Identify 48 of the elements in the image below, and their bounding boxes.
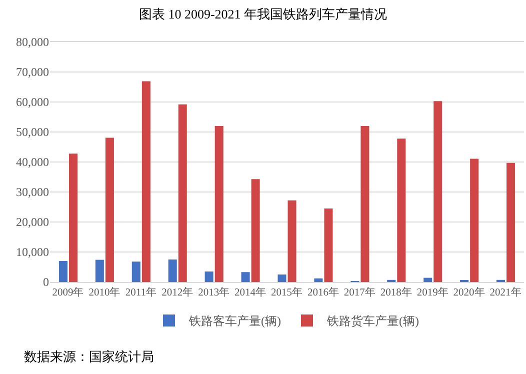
bar bbox=[314, 278, 323, 282]
bar bbox=[168, 260, 177, 282]
bar bbox=[95, 260, 104, 282]
x-tick-label: 2021年 bbox=[490, 286, 522, 299]
x-tick-label: 2019年 bbox=[416, 286, 449, 299]
bar bbox=[105, 138, 114, 282]
bar bbox=[470, 158, 479, 282]
x-tick-label: 2015年 bbox=[271, 286, 303, 299]
bar bbox=[397, 138, 406, 282]
bar bbox=[204, 272, 214, 282]
x-tick-label: 2009年 bbox=[52, 286, 84, 299]
bar bbox=[506, 162, 516, 282]
chart-title: 图表 10 2009-2021 年我国铁路列车产量情况 bbox=[138, 6, 388, 22]
legend-label: 铁路货车产量(辆) bbox=[326, 314, 419, 328]
y-tick-label: 80,000 bbox=[16, 35, 49, 50]
bar bbox=[142, 81, 150, 282]
bar bbox=[251, 179, 260, 282]
bar bbox=[132, 262, 140, 282]
y-tick-label: 30,000 bbox=[16, 185, 49, 200]
y-tick-label: 70,000 bbox=[16, 65, 49, 80]
x-tick-label: 2013年 bbox=[198, 286, 230, 299]
x-tick-label: 2014年 bbox=[234, 286, 267, 299]
bar bbox=[214, 126, 224, 282]
bar bbox=[278, 274, 286, 282]
source-note: 数据来源：国家统计局 bbox=[24, 349, 154, 364]
x-tick-label: 2010年 bbox=[88, 286, 121, 299]
x-tick-label: 2012年 bbox=[162, 286, 194, 299]
y-tick-label: 60,000 bbox=[16, 95, 49, 110]
bar bbox=[68, 154, 78, 282]
y-tick-label: 20,000 bbox=[16, 215, 49, 230]
bar bbox=[324, 208, 333, 282]
x-tick-label: 2017年 bbox=[344, 286, 376, 299]
bar bbox=[178, 104, 187, 282]
y-tick-label: 0 bbox=[43, 275, 49, 290]
y-tick-label: 10,000 bbox=[16, 245, 49, 260]
bar bbox=[360, 126, 370, 282]
bar bbox=[424, 278, 432, 282]
bar bbox=[434, 101, 442, 282]
y-tick-label: 50,000 bbox=[16, 125, 49, 140]
x-tick-label: 2018年 bbox=[380, 286, 412, 299]
x-tick-label: 2020年 bbox=[453, 286, 486, 299]
legend-label: 铁路客车产量(辆) bbox=[188, 314, 281, 328]
bar bbox=[288, 200, 296, 282]
x-tick-label: 2016年 bbox=[307, 286, 340, 299]
y-tick-label: 40,000 bbox=[16, 155, 49, 170]
bar bbox=[58, 261, 68, 282]
x-tick-label: 2011年 bbox=[125, 286, 157, 299]
bar bbox=[241, 272, 250, 282]
